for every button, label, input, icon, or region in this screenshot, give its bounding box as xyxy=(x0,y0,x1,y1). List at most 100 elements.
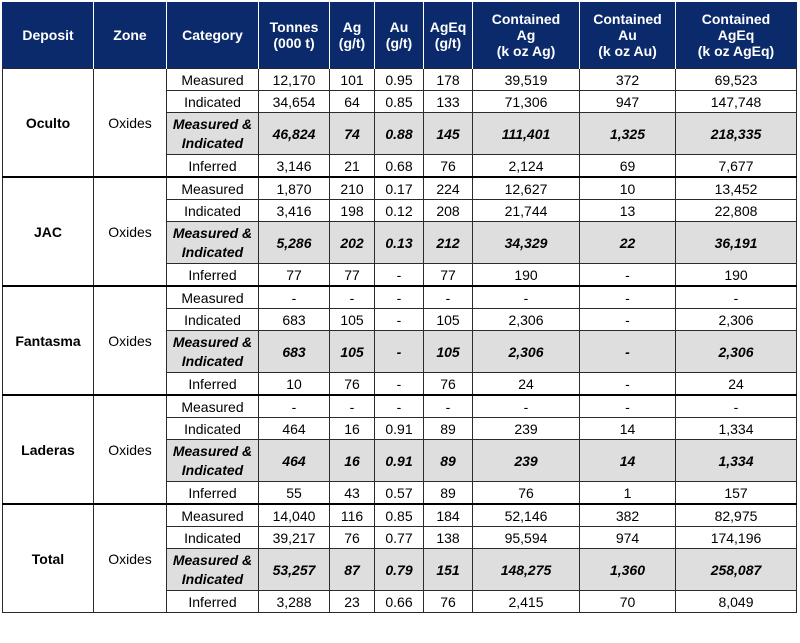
value-cell: 89 xyxy=(423,439,473,482)
value-cell: 46,824 xyxy=(258,112,330,155)
category-cell: Indicated xyxy=(166,417,259,440)
table-row: Oculto Oxides Measured 12,170 101 0.95 178 39,5… xyxy=(2,68,797,178)
value-cell: - xyxy=(579,308,676,331)
value-cell: 0.85 xyxy=(374,503,424,527)
value-cell: 947 xyxy=(579,90,676,113)
value-cell: 190 xyxy=(472,263,580,287)
value-cell: 174,196 xyxy=(675,526,797,549)
value-cell: 36,191 xyxy=(675,221,797,264)
value-cell: 14 xyxy=(579,439,676,482)
category-cell: Indicated xyxy=(166,526,259,549)
value-cell: 21,744 xyxy=(472,199,580,222)
value-cell: - xyxy=(329,394,375,418)
value-cell: 2,306 xyxy=(675,308,797,331)
value-cell: 89 xyxy=(423,481,473,505)
category-cell: Measured xyxy=(166,394,259,418)
value-cell: 76 xyxy=(329,526,375,549)
value-cell: 76 xyxy=(329,372,375,396)
value-cell: 0.91 xyxy=(374,417,424,440)
value-cell: 34,329 xyxy=(472,221,580,264)
header-contained-ag: Contained Ag (k oz Ag) xyxy=(472,2,580,69)
value-cell: 683 xyxy=(258,308,330,331)
value-cell: 10 xyxy=(579,176,676,200)
value-cell: 76 xyxy=(423,372,473,396)
value-cell: 77 xyxy=(258,263,330,287)
value-cell: 87 xyxy=(329,548,375,591)
category-cell: Measured & Indicated xyxy=(166,330,259,373)
value-cell: 0.88 xyxy=(374,112,424,155)
value-cell: - xyxy=(579,285,676,309)
value-cell: 3,146 xyxy=(258,154,330,178)
value-cell: 218,335 xyxy=(675,112,797,155)
value-cell: 1,325 xyxy=(579,112,676,155)
value-cell: 105 xyxy=(329,308,375,331)
value-cell: - xyxy=(258,394,330,418)
value-cell: 212 xyxy=(423,221,473,264)
value-cell: - xyxy=(374,372,424,396)
value-cell: 178 xyxy=(423,68,473,91)
value-cell: 372 xyxy=(579,68,676,91)
value-cell: 0.66 xyxy=(374,590,424,613)
value-cell: 12,170 xyxy=(258,68,330,91)
value-cell: - xyxy=(423,285,473,309)
value-cell: 76 xyxy=(423,154,473,178)
value-cell: - xyxy=(579,263,676,287)
zone-name: Oxides xyxy=(93,503,167,613)
value-cell: 21 xyxy=(329,154,375,178)
category-cell: Measured & Indicated xyxy=(166,548,259,591)
category-cell: Indicated xyxy=(166,90,259,113)
value-cell: 105 xyxy=(423,330,473,373)
category-cell: Measured xyxy=(166,503,259,527)
value-cell: 0.91 xyxy=(374,439,424,482)
table-row: Indicated 464 16 0.91 89 239 14 1,334 xyxy=(3,417,797,440)
value-cell: 208 xyxy=(423,199,473,222)
deposit-name: Total xyxy=(2,503,94,613)
table-row: Measured & Indicated 464 16 0.91 89 239 14 1,33… xyxy=(3,439,797,482)
deposit-name: Oculto xyxy=(2,68,94,178)
value-cell: - xyxy=(258,285,330,309)
value-cell: 39,519 xyxy=(472,68,580,91)
value-cell: 683 xyxy=(258,330,330,373)
value-cell: 22,808 xyxy=(675,199,797,222)
value-cell: 3,416 xyxy=(258,199,330,222)
category-cell: Measured xyxy=(166,285,259,309)
value-cell: 0.68 xyxy=(374,154,424,178)
value-cell: 1,360 xyxy=(579,548,676,591)
value-cell: 3,288 xyxy=(258,590,330,613)
value-cell: 147,748 xyxy=(675,90,797,113)
value-cell: 239 xyxy=(472,439,580,482)
table-row: Measured & Indicated 683 105-105 2,306-2,30… xyxy=(3,330,797,373)
value-cell: 53,257 xyxy=(258,548,330,591)
value-cell: 0.77 xyxy=(374,526,424,549)
value-cell: 77 xyxy=(329,263,375,287)
value-cell: 2,306 xyxy=(675,330,797,373)
value-cell: 210 xyxy=(329,176,375,200)
value-cell: - xyxy=(579,330,676,373)
value-cell: 116 xyxy=(329,503,375,527)
value-cell: 1,334 xyxy=(675,417,797,440)
value-cell: 70 xyxy=(579,590,676,613)
value-cell: - xyxy=(374,330,424,373)
deposit-name: Fantasma xyxy=(2,285,94,396)
category-cell: Inferred xyxy=(166,263,259,287)
value-cell: - xyxy=(423,394,473,418)
value-cell: - xyxy=(579,394,676,418)
value-cell: 382 xyxy=(579,503,676,527)
value-cell: 69 xyxy=(579,154,676,178)
value-cell: 151 xyxy=(423,548,473,591)
value-cell: 76 xyxy=(423,590,473,613)
header-category: Category xyxy=(166,2,259,69)
zone-name: Oxides xyxy=(93,394,167,505)
value-cell: 138 xyxy=(423,526,473,549)
value-cell: 145 xyxy=(423,112,473,155)
header-ag-grade: Ag (g/t) xyxy=(329,2,375,69)
value-cell: 13,452 xyxy=(675,176,797,200)
value-cell: 1 xyxy=(579,481,676,505)
value-cell: 89 xyxy=(423,417,473,440)
value-cell: 464 xyxy=(258,439,330,482)
value-cell: 14,040 xyxy=(258,503,330,527)
value-cell: - xyxy=(374,285,424,309)
value-cell: - xyxy=(374,263,424,287)
value-cell: 13 xyxy=(579,199,676,222)
zone-name: Oxides xyxy=(93,285,167,396)
